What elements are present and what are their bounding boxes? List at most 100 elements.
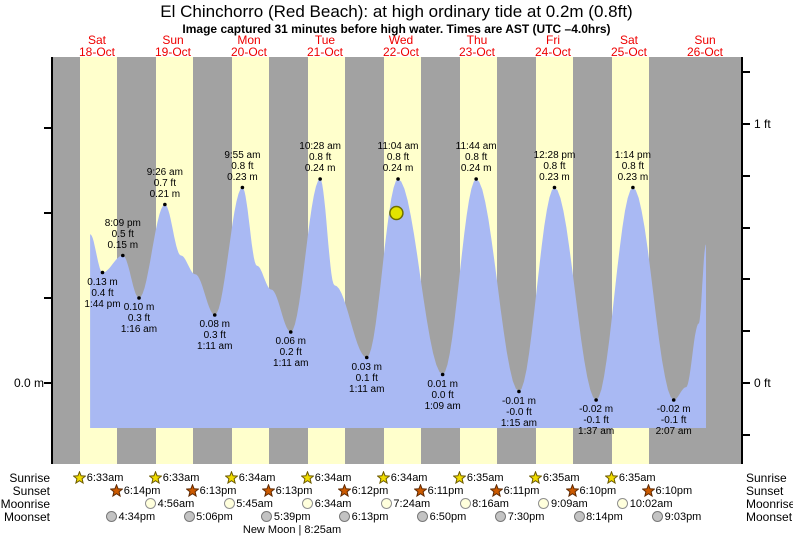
tide-annotation-line: 0.23 m [539,171,570,183]
tide-annotation-line: 1:37 am [578,426,615,437]
tide-annotation-low: 0.13 m 0.4 ft 1:44 pm [68,277,136,310]
tide-area-fill [90,179,707,428]
right-axis-tick [743,278,750,281]
tide-point-dot [100,270,105,275]
moonset-icon [652,511,664,522]
tide-annotation-high: 9:55 am 0.8 ft 0.23 m [208,150,276,183]
left-axis-tick [44,127,51,129]
page-title: El Chinchorro (Red Beach): at high ordin… [160,2,633,21]
tide-point-dot [552,185,557,190]
moonset-icon [573,511,585,522]
tide-annotation-line: 0.10 m [123,302,155,313]
sunset-time: 6:13pm [199,485,237,497]
sunset-icon [641,483,656,503]
sunrise-time: 6:35am [466,472,504,484]
day-label: Wed 22-Oct [371,34,431,58]
tide-annotation-low: 0.10 m 0.3 ft 1:16 am [105,302,173,335]
day-date: 18-Oct [78,45,115,59]
tide-point-dot [240,185,245,190]
tide-annotation-line: 0.03 m [351,361,383,373]
tide-point-dot [288,330,293,334]
sunrise-time: 6:33am [162,472,200,484]
tide-annotation-line: 0.08 m [199,319,231,330]
tide-annotation-line: 11:44 am [455,141,497,152]
tide-annotation-line: 0.8 ft [465,152,488,163]
tide-annotation-line: 0.06 m [275,336,307,347]
tide-annotation-line: 11:04 am [377,141,419,152]
tide-annotation-line: 0.15 m [107,239,139,251]
left-axis-tick [44,382,51,384]
tide-annotation-line: 1:11 am [197,341,233,352]
tide-annotation-line: 0.8 ft [386,152,410,163]
current-time-marker [389,205,404,221]
tide-annotation-line: 0.01 m [427,378,458,390]
moonrise-time: 6:34am [314,498,352,510]
tide-annotation-line: 0.7 ft [153,177,176,189]
tide-point-dot [163,202,167,207]
tide-annotation-low: -0.02 m -0.1 ft 2:07 am [640,404,708,437]
day-date: 21-Oct [306,45,343,59]
tide-annotation-high: 12:28 pm 0.8 ft 0.23 m [520,150,588,183]
day-name: Sun [162,33,184,47]
almanac-row-label-left-sunset: Sunset [12,484,50,498]
almanac-row-label-right-moonset: Moonset [746,510,793,524]
day-label: Sun 19-Oct [143,34,203,58]
almanac-row-label-right-sunrise: Sunrise [746,471,787,485]
day-date: 24-Oct [534,45,571,59]
sunset-time: 6:11pm [427,485,464,497]
tide-annotation-low: 0.08 m 0.3 ft 1:11 am [181,319,249,352]
tide-point-dot [364,355,369,360]
tide-annotation-line: 0.21 m [149,188,181,200]
tide-point-dot [137,296,141,300]
day-date: 19-Oct [154,45,191,59]
sunset-time: 6:14pm [123,485,161,497]
tide-annotation-line: 9:26 am [146,166,183,178]
day-date: 26-Oct [686,45,723,59]
left-axis-tick [44,212,51,214]
moonrise-time: 8:16am [472,498,509,510]
sunset-time: 6:11pm [503,485,540,497]
day-label: Sun 26-Oct [675,34,735,58]
moonset-time: 6:13pm [351,511,389,523]
moonset-icon [105,511,117,522]
moonrise-icon [617,498,629,509]
tide-point-dot [440,372,445,377]
moon-phase-note: New Moon | 8:25am [242,524,342,536]
day-name: Thu [466,33,488,47]
right-axis-tick [743,71,750,74]
tide-annotation-high: 8:09 pm 0.5 ft 0.15 m [89,218,157,251]
almanac-row-label-left-moonrise: Moonrise [0,497,50,511]
day-date: 20-Oct [230,45,267,59]
moonset-icon [495,511,507,522]
tide-annotation-line: 10:28 am [299,141,341,152]
tide-annotation-line: 0.24 m [460,163,492,174]
moonrise-icon [223,498,235,509]
tide-annotation-line: 8:09 pm [104,217,141,229]
day-name: Sat [619,33,638,47]
day-name: Mon [237,33,261,47]
sunrise-icon [604,470,620,490]
sunrise-time: 6:33am [86,472,124,484]
tide-annotation-line: 0.8 ft [543,160,566,172]
tide-curve [90,177,707,428]
sunset-icon [109,483,124,503]
moonrise-time: 9:09am [550,498,588,510]
right-axis-tick [743,330,750,333]
sunset-icon [337,483,352,503]
moonset-icon [417,511,429,522]
sunrise-icon [72,470,87,490]
right-axis-tick [743,382,750,384]
moonset-icon [339,511,351,522]
tide-annotation-low: -0.01 m -0.0 ft 1:15 am [485,396,553,429]
moonrise-icon [459,498,471,509]
sunset-time: 6:10pm [655,485,693,497]
tide-point-dot [121,253,125,258]
moonset-time: 8:14pm [586,511,623,523]
left-axis-line [51,57,53,464]
tide-annotation-high: 10:28 am 0.8 ft 0.24 m [286,141,354,174]
moonrise-time: 4:56am [157,498,195,510]
tide-annotation-line: -0.1 ft [660,415,687,426]
tide-point-dot [474,177,478,181]
right-axis-line [741,57,743,464]
tide-annotation-line: 0.2 ft [279,347,302,358]
